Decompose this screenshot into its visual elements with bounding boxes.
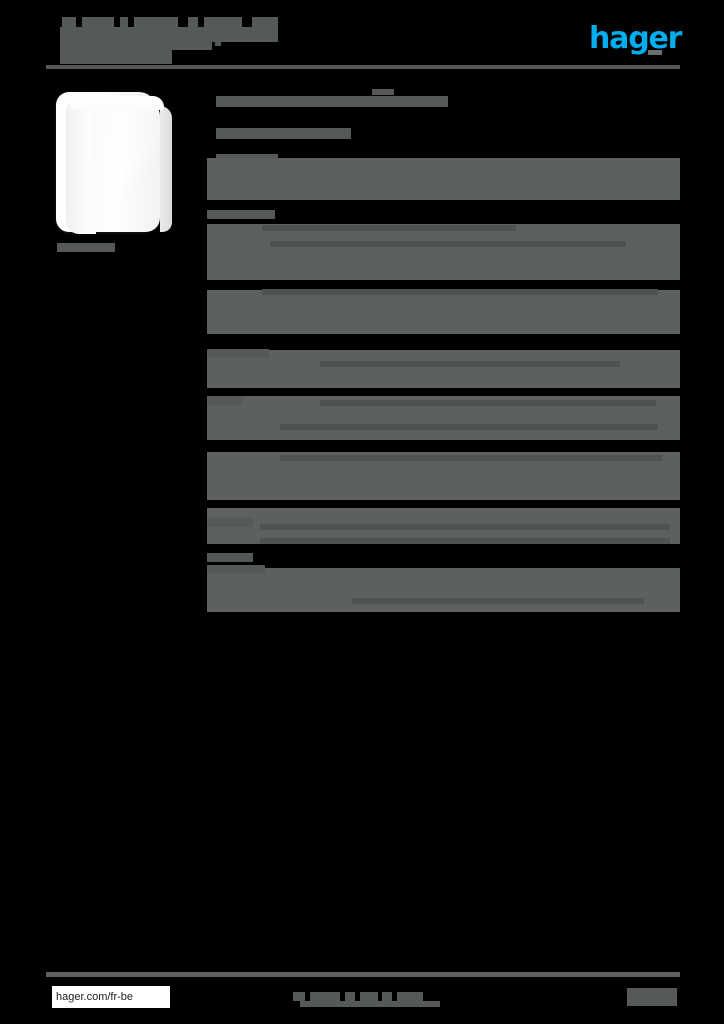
redacted-footer-text bbox=[300, 1001, 440, 1007]
redacted-table-row bbox=[207, 290, 680, 334]
redacted-row-value bbox=[352, 598, 644, 604]
redacted-intro-text bbox=[372, 89, 394, 95]
footer-divider bbox=[46, 972, 680, 977]
redacted-title-text bbox=[82, 17, 114, 27]
redacted-footer-text bbox=[360, 992, 378, 1001]
product-image-top-face bbox=[70, 96, 164, 110]
redacted-row-value bbox=[280, 455, 662, 461]
redacted-title-text bbox=[120, 17, 128, 27]
redacted-row-value bbox=[280, 424, 658, 430]
redacted-row-label bbox=[207, 553, 253, 562]
redacted-row-value bbox=[262, 225, 516, 231]
product-image-left-edge bbox=[66, 98, 96, 234]
product-image-body bbox=[56, 92, 172, 234]
redacted-row-label bbox=[207, 396, 243, 405]
redacted-footer-text bbox=[345, 992, 355, 1001]
redacted-title-text bbox=[60, 42, 212, 50]
redacted-table-row bbox=[207, 158, 680, 200]
redacted-table-row bbox=[207, 568, 680, 612]
redacted-footer-text bbox=[627, 988, 677, 1006]
redacted-title-text bbox=[204, 17, 242, 27]
redacted-row-value bbox=[320, 400, 656, 406]
redacted-title-text bbox=[62, 17, 76, 27]
redacted-title-text bbox=[188, 17, 198, 27]
redacted-row-label bbox=[207, 518, 253, 527]
header-divider bbox=[46, 65, 680, 69]
redacted-title-text bbox=[252, 17, 278, 27]
redacted-row-value bbox=[260, 524, 670, 530]
redacted-row-value bbox=[320, 361, 620, 367]
redacted-row-label bbox=[207, 210, 275, 219]
product-image bbox=[46, 88, 174, 236]
logo-registered-mark bbox=[648, 50, 662, 55]
redacted-table-row bbox=[207, 224, 680, 280]
redacted-row-value bbox=[262, 289, 658, 295]
redacted-title-text bbox=[60, 50, 172, 64]
product-image-front-face bbox=[92, 100, 160, 232]
redacted-intro-text bbox=[216, 96, 448, 107]
redacted-row-label bbox=[207, 565, 265, 573]
footer-url-link[interactable]: hager.com/fr-be bbox=[52, 986, 170, 1008]
redacted-footer-text bbox=[310, 992, 340, 1001]
redacted-footer-text bbox=[382, 992, 392, 1001]
redacted-footer-text bbox=[293, 992, 305, 1001]
redacted-footer-text bbox=[397, 992, 423, 1001]
redacted-table-row bbox=[207, 350, 680, 388]
redacted-title-text bbox=[215, 42, 221, 46]
product-image-right-shadow bbox=[160, 106, 172, 232]
redacted-title-text bbox=[134, 17, 178, 27]
redacted-row-label bbox=[207, 349, 269, 358]
redacted-title-text bbox=[60, 27, 278, 42]
redacted-row-value bbox=[270, 241, 626, 247]
redacted-row-value bbox=[260, 538, 670, 544]
hager-logo[interactable]: hager bbox=[589, 21, 682, 56]
redacted-intro-text bbox=[216, 128, 351, 139]
redacted-caption-text bbox=[57, 243, 115, 252]
